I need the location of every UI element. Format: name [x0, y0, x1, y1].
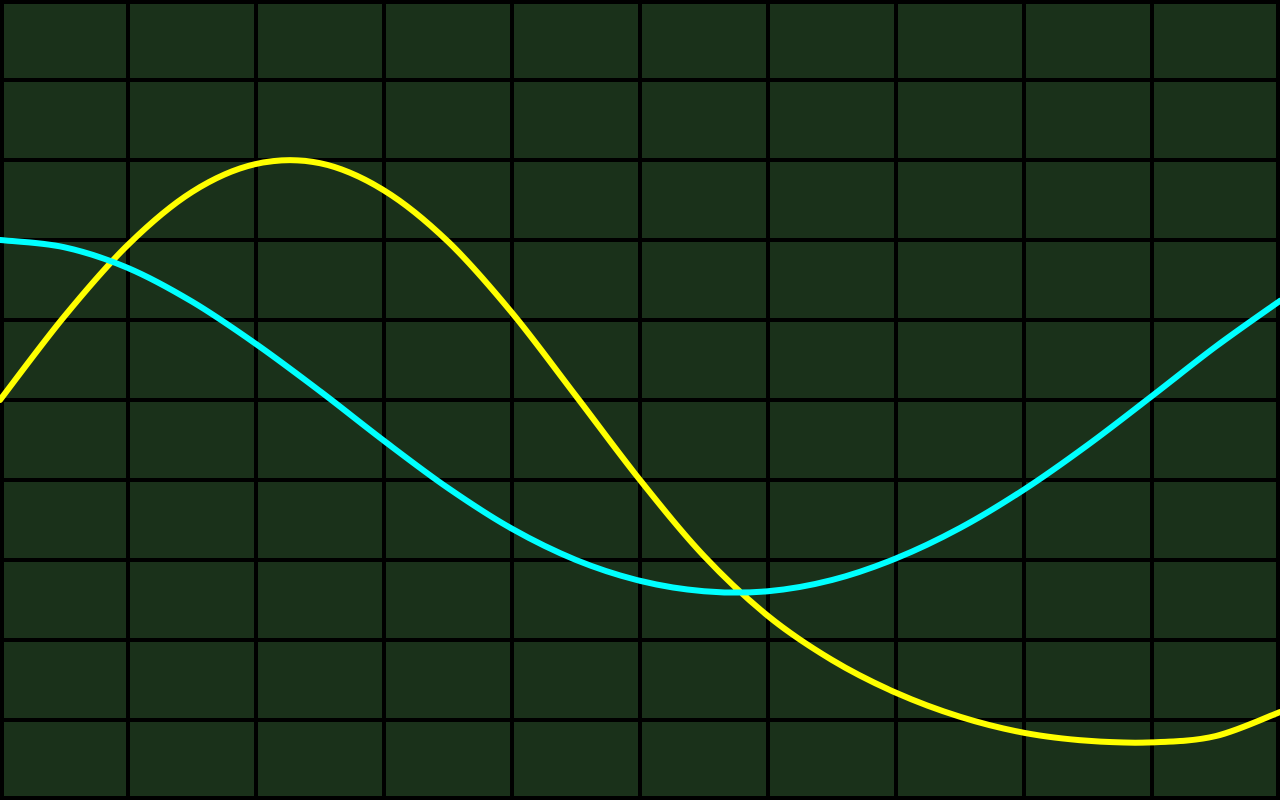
- traces: [0, 157, 1280, 746]
- trace-series-2: [0, 237, 1280, 596]
- trace-series-1: [0, 157, 1280, 746]
